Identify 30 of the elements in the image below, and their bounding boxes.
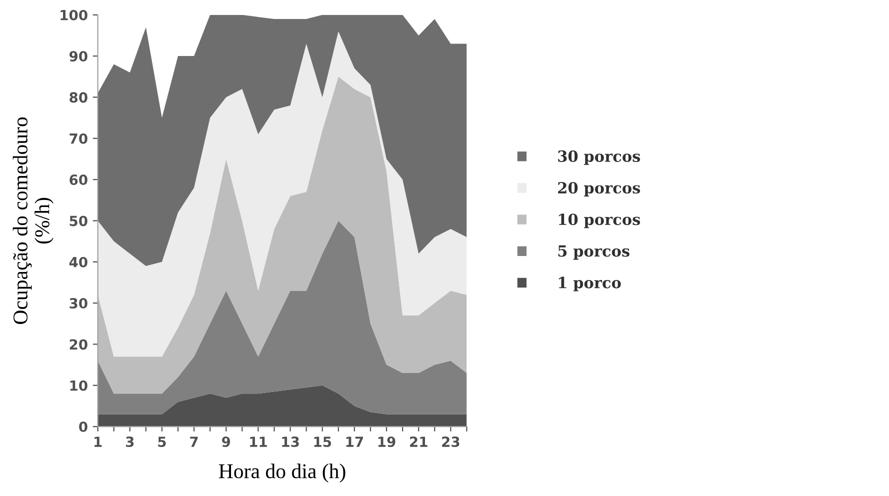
x-tick-label: 7: [190, 436, 198, 447]
legend-label: 1 porco: [558, 276, 621, 292]
x-tick-label: 15: [314, 436, 332, 448]
y-tick-label: 10: [70, 380, 88, 391]
x-tick-label: 17: [346, 436, 363, 447]
x-tick-label: 5: [158, 436, 166, 448]
y-tick-label: 40: [69, 256, 88, 268]
y-tick-label: 20: [70, 339, 88, 350]
y-tick-label: 30: [70, 298, 88, 309]
y-tick-label: 90: [69, 51, 88, 62]
x-tick-label: 13: [282, 436, 299, 448]
y-axis-title: Ocupação do comedouro (%/h): [12, 117, 54, 324]
legend-label: 10 porcos: [558, 214, 640, 228]
x-tick-label: 19: [378, 436, 396, 448]
x-tick-label: 1: [94, 436, 102, 447]
x-tick-label: 23: [442, 436, 460, 448]
y-tick-label: 80: [70, 92, 88, 103]
y-tick-label: 70: [70, 133, 88, 144]
x-tick-label: 11: [250, 436, 267, 447]
x-tick-label: 3: [126, 436, 134, 448]
x-tick-label: 21: [410, 436, 428, 447]
y-tick-label: 0: [79, 422, 88, 432]
y-tick-label: 100: [60, 10, 88, 20]
legend-label: 5 porcos: [558, 245, 630, 260]
y-tick-label: 60: [70, 174, 88, 186]
x-tick-label: 9: [222, 436, 230, 448]
x-axis-title: Hora do dia (h): [218, 464, 346, 483]
legend-label: 20 porcos: [558, 182, 640, 197]
legend-label: 30 porcos: [558, 150, 640, 165]
y-tick-label: 50: [70, 216, 88, 226]
